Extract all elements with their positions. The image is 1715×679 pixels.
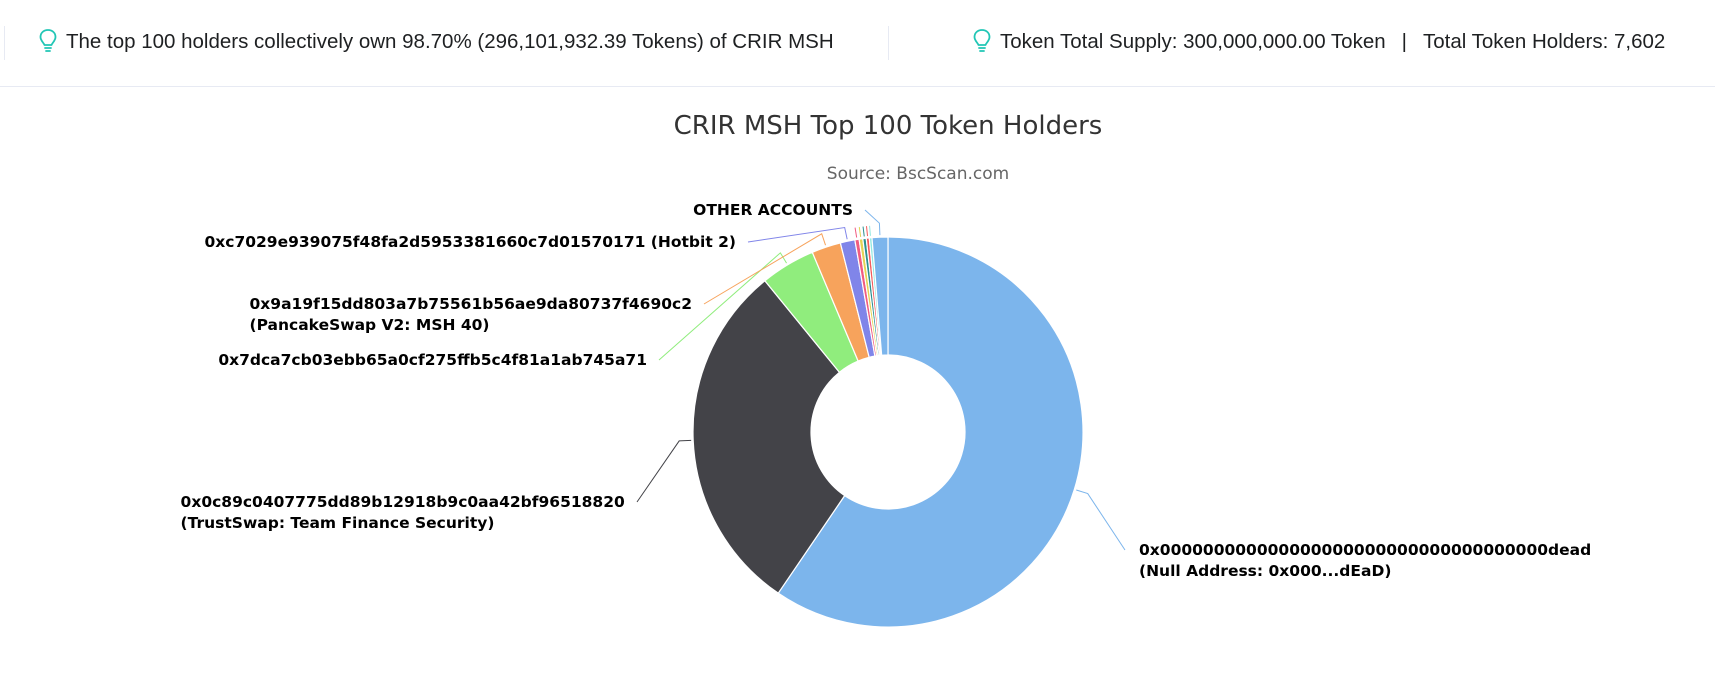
lightbulb-icon [973, 29, 991, 52]
slice-label: 0x7dca7cb03ebb65a0cf275ffb5c4f81a1ab745a… [218, 351, 647, 369]
chart-title: CRIR MSH Top 100 Token Holders [674, 111, 1103, 141]
slice-label-line: 0xc7029e939075f48fa2d5953381660c7d015701… [204, 233, 736, 251]
connector-line [854, 227, 858, 238]
token-holders-info-bar: The top 100 holders collectively own 98.… [0, 0, 1715, 87]
slice-label-line: 0x0c89c0407775dd89b12918b9c0aa42bf965188… [181, 493, 625, 511]
pie-slice[interactable] [777, 236, 1084, 628]
connector-line [658, 252, 787, 361]
holders-pie-chart: CRIR MSH Top 100 Token Holders Source: B… [181, 111, 1592, 628]
token-supply-stats: Token Total Supply: 300,000,000.00 Token… [1000, 29, 1665, 55]
connector-line [636, 439, 692, 503]
connector-line [858, 226, 862, 237]
slice-label-line: 0x000000000000000000000000000000000000de… [1139, 541, 1591, 559]
separator: | [1401, 30, 1407, 53]
slice-label: 0x0c89c0407775dd89b12918b9c0aa42bf965188… [181, 493, 625, 532]
slice-label: OTHER ACCOUNTS [693, 201, 853, 219]
slice-label: 0x000000000000000000000000000000000000de… [1139, 541, 1591, 580]
pie-slice[interactable] [692, 279, 846, 595]
chart-subtitle: Source: BscScan.com [827, 164, 1009, 184]
lightbulb-icon [39, 29, 57, 52]
total-supply: Token Total Supply: 300,000,000.00 Token [1000, 30, 1386, 53]
slice-label: 0xc7029e939075f48fa2d5953381660c7d015701… [204, 233, 736, 251]
label-connectors [636, 209, 1126, 551]
connector-line [865, 226, 869, 237]
connector-line [862, 226, 865, 237]
total-holders: Total Token Holders: 7,602 [1422, 30, 1666, 53]
pie-slice[interactable] [871, 236, 889, 356]
connector-line [869, 225, 871, 236]
slice-labels: 0x000000000000000000000000000000000000de… [181, 201, 1592, 580]
connector-line [864, 209, 881, 236]
slice-label-line: OTHER ACCOUNTS [693, 201, 853, 219]
connector-line [747, 226, 848, 243]
slice-label-line: 0x7dca7cb03ebb65a0cf275ffb5c4f81a1ab745a… [218, 351, 647, 369]
slice-label-line: (PancakeSwap V2: MSH 40) [250, 316, 490, 334]
divider [4, 26, 5, 60]
connector-line [703, 233, 826, 305]
slice-label-line: (Null Address: 0x000...dEaD) [1139, 562, 1391, 580]
slice-label-line: 0x9a19f15dd803a7b75561b56ae9da80737f4690… [250, 295, 692, 313]
pie-slices [692, 236, 1084, 628]
slice-label-line: (TrustSwap: Team Finance Security) [181, 514, 495, 532]
top-holders-summary: The top 100 holders collectively own 98.… [66, 30, 834, 53]
connector-line [1076, 489, 1126, 551]
divider [888, 26, 889, 60]
slice-label: 0x9a19f15dd803a7b75561b56ae9da80737f4690… [250, 295, 692, 334]
